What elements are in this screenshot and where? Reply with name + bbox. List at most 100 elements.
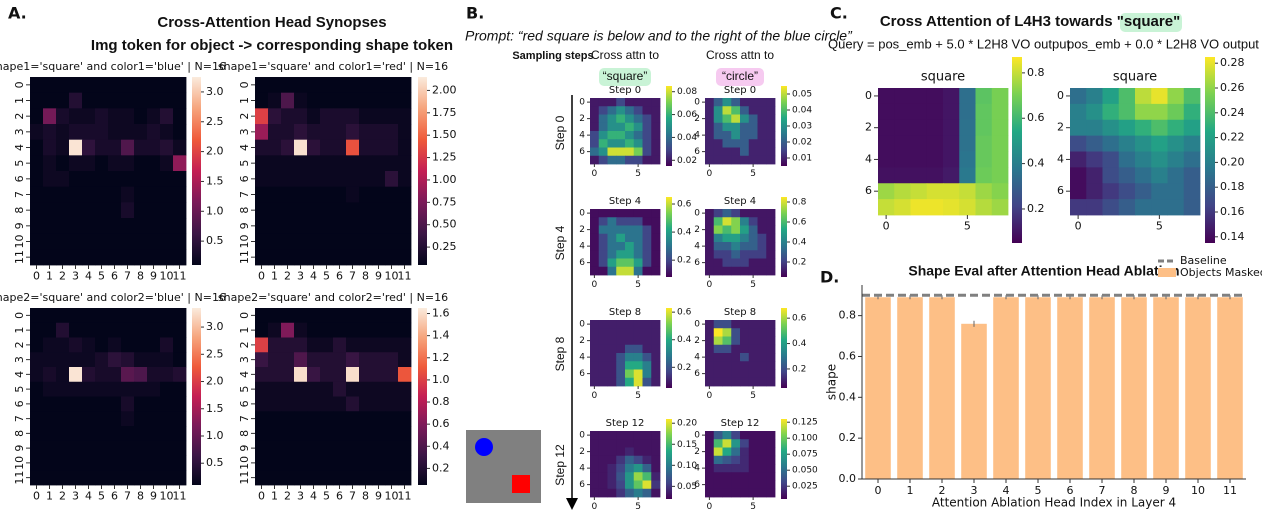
heatmap-cell: [722, 155, 732, 165]
heatmap-cell: [722, 455, 732, 465]
heatmap-cell: [173, 77, 187, 94]
heatmap-cell: [333, 367, 347, 383]
heatmap-cell: [359, 92, 373, 109]
x-tick-label: 7: [1099, 484, 1106, 497]
heatmap-cell: [134, 171, 148, 188]
colorbar-tick-label: 0.4: [792, 339, 807, 349]
heatmap-cell: [740, 225, 750, 235]
heatmap-cell: [69, 77, 83, 94]
y-tick-label: 6: [694, 480, 700, 490]
heatmap-cell: [95, 352, 109, 368]
heatmap-cell: [731, 225, 741, 235]
heatmap-cell: [372, 337, 386, 353]
heatmap-cell: [766, 320, 776, 329]
heatmap-cell: [372, 155, 386, 172]
heatmap-cell: [294, 108, 308, 125]
heatmap-cell: [616, 250, 626, 259]
heatmap-cell: [757, 242, 767, 251]
heatmap-cell: [372, 367, 386, 383]
heatmap-cell: [616, 488, 626, 498]
heatmap-cell: [766, 106, 776, 115]
heatmap-cell: [385, 155, 399, 172]
heatmap-cell: [625, 377, 635, 387]
heatmap-cell: [281, 455, 295, 471]
x-tick-label: 10: [160, 490, 174, 503]
heatmap-cell: [43, 171, 57, 188]
heatmap-cell: [740, 155, 750, 165]
heatmap-cell: [731, 155, 741, 165]
heatmap-cell: [731, 114, 741, 124]
heatmap-cell: [333, 77, 347, 94]
heatmap-cell: [30, 440, 44, 456]
heatmap-cell: [926, 88, 944, 105]
heatmap-cell: [1183, 88, 1201, 105]
heatmap-cell: [359, 322, 373, 338]
heatmap-cell: [607, 472, 617, 481]
heatmap-cell: [748, 369, 758, 379]
heatmap-cell: [372, 426, 386, 442]
heatmap-cell: [294, 455, 308, 471]
heatmap-cell: [281, 411, 295, 427]
colorbar-tick-label: 0.15: [677, 440, 697, 450]
colorbar-tick-label: 0.16: [1220, 205, 1245, 218]
heatmap-cell: [56, 396, 70, 412]
heatmap-cell: [590, 225, 600, 235]
heatmap-cell: [333, 108, 347, 125]
heatmap-cell: [959, 103, 976, 121]
heatmap-cell: [281, 249, 295, 266]
heatmap-cell: [95, 139, 109, 156]
red-square: [512, 475, 530, 493]
x-tick-label: 10: [385, 490, 399, 503]
heatmap-cell: [616, 139, 626, 148]
heatmap-cell: [651, 209, 661, 218]
heatmap-cell: [56, 367, 70, 383]
heatmap-cell: [731, 266, 741, 276]
heatmap-cell: [372, 171, 386, 188]
heatmap-cell: [740, 361, 750, 370]
heatmap-cell: [346, 249, 360, 266]
heatmap-cell: [372, 92, 386, 109]
heatmap-cell: [607, 488, 617, 498]
heatmap-cell: [134, 396, 148, 412]
heatmap-cell: [82, 337, 96, 353]
heatmap-cell: [590, 320, 600, 329]
x-tick-label: 2: [59, 270, 66, 283]
y-tick-label: 0.0: [839, 472, 857, 485]
column-title: Cross attn to: [591, 48, 659, 62]
heatmap-cell: [160, 171, 174, 188]
y-tick-label: 7: [238, 415, 251, 422]
heatmap-cell: [333, 470, 347, 486]
heatmap-cell: [108, 337, 122, 353]
heatmap-cell: [1070, 135, 1087, 152]
row-label: Step 0: [553, 115, 567, 150]
colorbar-tick-label: 1.4: [432, 329, 450, 342]
heatmap-cell: [1183, 119, 1201, 137]
y-tick-label: 4: [13, 144, 26, 151]
heatmap-cell: [160, 124, 174, 141]
heatmap-cell: [607, 209, 617, 218]
heatmap-cell: [651, 122, 661, 132]
heatmap-cell: [713, 328, 723, 337]
heatmap-cell: [359, 218, 373, 235]
heatmap-cell: [346, 124, 360, 141]
heatmap-cell: [651, 353, 661, 362]
heatmap-cell: [633, 122, 643, 132]
heatmap-cell: [1151, 167, 1168, 184]
heatmap-cell: [705, 155, 715, 165]
heatmap-cell: [713, 131, 723, 140]
colorbar-tick-label: 0.5: [206, 456, 224, 469]
heatmap-cell: [722, 225, 732, 235]
heatmap-cell: [95, 186, 109, 203]
x-tick-label: 4: [1003, 484, 1010, 497]
heatmap-cell: [991, 199, 1009, 216]
y-tick-label: 5: [238, 386, 251, 393]
heatmap-title: Step 8: [609, 307, 641, 318]
x-tick-label: 0: [592, 391, 598, 401]
heatmap-cell: [633, 233, 643, 243]
heatmap-cell: [333, 171, 347, 188]
heatmap-cell: [598, 464, 608, 473]
heatmap-cell: [1102, 183, 1120, 200]
x-tick-label: 5: [635, 391, 641, 401]
heatmap-cell: [255, 77, 269, 94]
heatmap-cell: [598, 233, 608, 243]
